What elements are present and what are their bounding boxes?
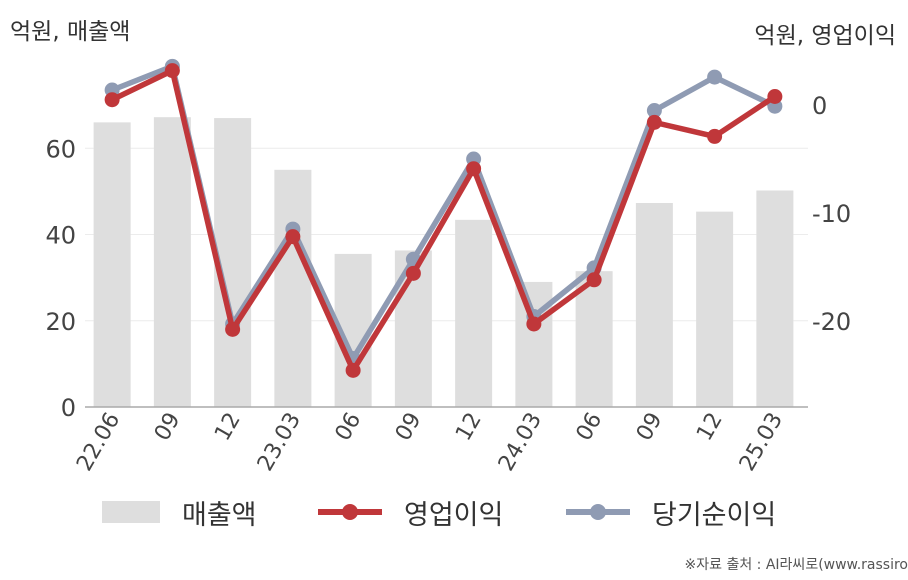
legend-operating-profit-swatch bbox=[318, 504, 382, 520]
operating-profit-point bbox=[345, 362, 361, 378]
x-tick-label: 12 bbox=[451, 409, 487, 446]
legend-net-income-label: 당기순이익 bbox=[652, 499, 777, 531]
revenue-bar bbox=[696, 211, 734, 407]
operating-profit-point bbox=[285, 229, 301, 245]
legend-revenue-label: 매출액 bbox=[182, 499, 257, 531]
left-tick-label: 60 bbox=[45, 135, 76, 163]
net-income-point bbox=[707, 69, 723, 85]
revenue-bar bbox=[575, 271, 613, 407]
revenue-bar bbox=[153, 117, 191, 407]
legend-item-revenue: 매출액 bbox=[102, 492, 257, 532]
left-tick-label: 40 bbox=[45, 222, 76, 250]
legend-item-operating-profit: 영업이익 bbox=[318, 492, 503, 532]
operating-profit-point bbox=[466, 161, 482, 177]
left-axis-unit-label: 억원, 매출액 bbox=[10, 19, 131, 45]
operating-profit-point bbox=[646, 114, 662, 130]
right-tick-label: 0 bbox=[812, 92, 827, 120]
x-tick-label: 09 bbox=[632, 409, 668, 446]
x-tick-label: 09 bbox=[391, 409, 427, 446]
operating-profit-point bbox=[164, 63, 180, 79]
left-tick-label: 0 bbox=[61, 394, 76, 422]
operating-profit-point bbox=[104, 92, 120, 108]
right-axis-ticks: 0 -10 -20 bbox=[812, 92, 851, 336]
revenue-bars bbox=[93, 117, 794, 407]
left-axis-ticks: 0 20 40 60 bbox=[45, 135, 76, 422]
legend-operating-profit-label: 영업이익 bbox=[404, 499, 504, 531]
revenue-bar bbox=[515, 281, 553, 407]
x-tick-label: 12 bbox=[692, 409, 728, 446]
operating-profit-point bbox=[767, 89, 783, 104]
profit-lines bbox=[104, 58, 783, 378]
operating-profit-point bbox=[405, 265, 421, 281]
x-tick-label: 23.03 bbox=[253, 409, 306, 476]
revenue-bar bbox=[756, 190, 794, 407]
revenue-bar bbox=[455, 219, 493, 407]
x-tick-label: 06 bbox=[331, 409, 367, 446]
operating-profit-point bbox=[225, 321, 241, 337]
x-tick-label: 12 bbox=[210, 409, 246, 446]
net-income-point bbox=[646, 103, 662, 119]
x-tick-label: 25.03 bbox=[735, 409, 788, 476]
right-tick-label: -20 bbox=[812, 308, 851, 336]
source-note: ※자료 출처 : AI라씨로(www.rassiro bbox=[684, 557, 908, 573]
operating-profit-point bbox=[707, 128, 723, 144]
x-tick-label: 22.06 bbox=[72, 409, 125, 476]
legend-net-income-swatch bbox=[566, 504, 630, 520]
gridlines bbox=[85, 147, 808, 322]
net-income-line bbox=[109, 63, 778, 362]
operating-profit-point bbox=[586, 272, 602, 288]
revenue-bar bbox=[635, 203, 673, 407]
left-tick-label: 20 bbox=[45, 308, 76, 336]
operating-profit-line bbox=[109, 67, 778, 374]
x-tick-label: 09 bbox=[150, 409, 186, 446]
x-tick-label: 24.03 bbox=[494, 409, 547, 476]
legend-item-net-income: 당기순이익 bbox=[566, 492, 776, 532]
x-tick-label: 06 bbox=[572, 409, 608, 446]
right-axis-unit-label: 억원, 영업이익 bbox=[754, 23, 896, 49]
right-tick-label: -10 bbox=[812, 200, 851, 228]
operating-profit-point bbox=[526, 316, 542, 332]
revenue-bar bbox=[93, 122, 131, 407]
x-axis-ticks: 22.06 09 12 23.03 06 09 12 24.03 06 09 12 25.03 bbox=[72, 409, 788, 476]
legend-revenue-swatch bbox=[102, 501, 160, 523]
revenue-bar bbox=[274, 169, 312, 407]
